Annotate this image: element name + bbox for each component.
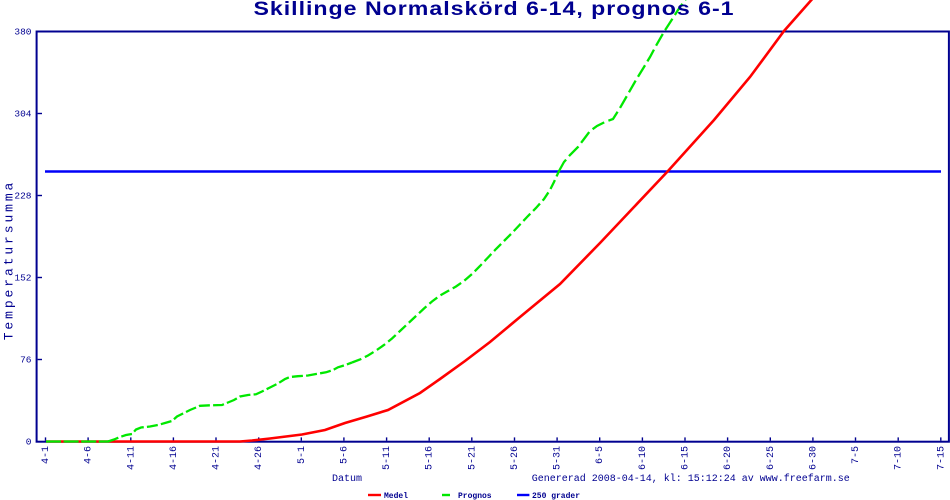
svg-text:5-21: 5-21	[467, 446, 478, 470]
svg-text:7-10: 7-10	[894, 446, 905, 470]
svg-text:4-21: 4-21	[212, 446, 223, 470]
svg-text:76: 76	[20, 355, 32, 366]
svg-text:7-15: 7-15	[936, 446, 947, 470]
svg-text:380: 380	[14, 26, 31, 37]
svg-text:6-25: 6-25	[766, 446, 777, 470]
svg-text:304: 304	[14, 109, 31, 120]
svg-text:Genererad 2008-04-14, kl: 15:1: Genererad 2008-04-14, kl: 15:12:24 av ww…	[532, 473, 850, 485]
svg-text:5-16: 5-16	[425, 446, 436, 470]
svg-text:5-11: 5-11	[382, 446, 393, 470]
svg-text:4-11: 4-11	[126, 446, 137, 470]
svg-text:Prognos: Prognos	[458, 492, 492, 500]
svg-text:Temperatursumma: Temperatursumma	[2, 180, 17, 341]
svg-text:4-6: 4-6	[84, 446, 95, 464]
svg-text:6-5: 6-5	[595, 446, 606, 464]
svg-text:Skillinge Normalskörd 6-14, pr: Skillinge Normalskörd 6-14, prognos 6-1	[253, 0, 734, 20]
svg-text:Medel: Medel	[384, 492, 408, 500]
svg-text:6-10: 6-10	[638, 446, 649, 470]
svg-text:6-15: 6-15	[681, 446, 692, 470]
svg-text:5-31: 5-31	[553, 446, 564, 470]
svg-text:4-26: 4-26	[254, 446, 265, 470]
svg-text:5-26: 5-26	[510, 446, 521, 470]
svg-text:7-5: 7-5	[851, 446, 862, 464]
svg-text:5-1: 5-1	[297, 446, 308, 464]
svg-text:5-6: 5-6	[339, 446, 350, 464]
svg-text:250 grader: 250 grader	[532, 492, 580, 500]
svg-text:152: 152	[14, 273, 31, 284]
svg-text:0: 0	[26, 437, 32, 448]
svg-text:6-30: 6-30	[808, 446, 819, 470]
svg-text:6-20: 6-20	[723, 446, 734, 470]
svg-text:4-16: 4-16	[169, 446, 180, 470]
svg-text:228: 228	[14, 191, 31, 202]
svg-text:4-1: 4-1	[41, 446, 52, 464]
svg-text:Datum: Datum	[332, 474, 362, 485]
